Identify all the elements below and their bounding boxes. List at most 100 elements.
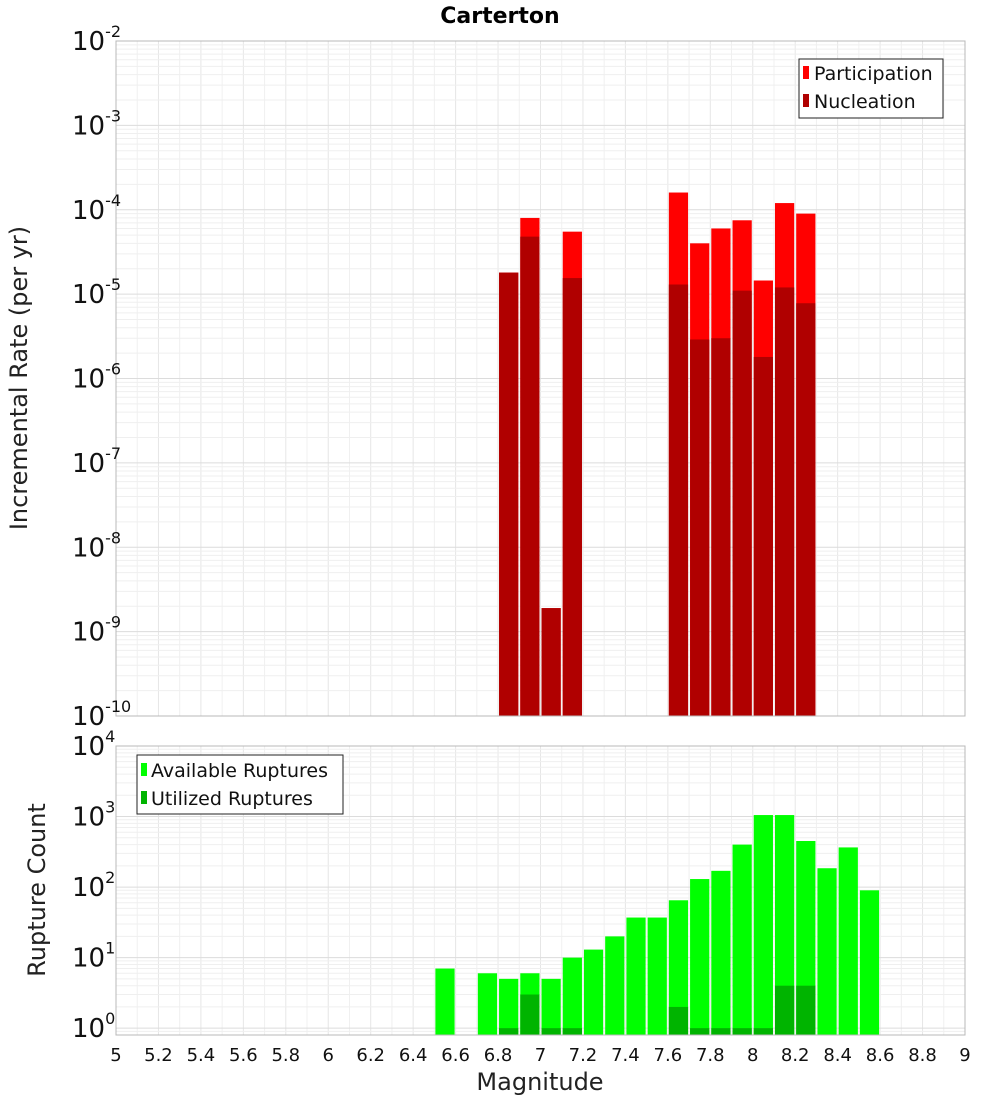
utilized-ruptures-bar — [520, 994, 540, 1035]
count-y-ticks: 104 103 102 101 100 — [72, 727, 115, 1044]
y-tick-label: 10-10 — [72, 697, 131, 732]
utilized-ruptures-bar — [690, 1028, 710, 1035]
nucleation-bar — [732, 290, 752, 716]
nucleation-bar — [753, 356, 773, 716]
rate-bars — [499, 192, 816, 717]
x-tick-label: 6 — [323, 1045, 334, 1066]
chart-title: Carterton — [440, 4, 559, 29]
utilized-ruptures-bar — [753, 1028, 773, 1035]
y-tick-label: 101 — [72, 939, 115, 974]
count-y-axis-label: Rupture Count — [23, 803, 51, 977]
nucleation-bar — [668, 284, 689, 716]
y-tick-label: 10-8 — [72, 528, 121, 563]
x-tick-label: 7.8 — [696, 1045, 725, 1066]
available-ruptures-legend-swatch — [141, 763, 147, 776]
x-tick-label: 6.2 — [356, 1045, 385, 1066]
nucleation-bar — [711, 338, 731, 716]
available-ruptures-bar — [583, 949, 604, 1035]
available-ruptures-bar — [435, 968, 455, 1035]
utilized-ruptures-bar — [774, 985, 795, 1035]
participation-legend-label: Participation — [814, 63, 933, 85]
count-legend: Available Ruptures Utilized Ruptures — [136, 754, 344, 815]
x-tick-label: 9 — [959, 1045, 970, 1066]
available-ruptures-bar — [668, 900, 689, 1035]
x-tick-label: 7 — [535, 1045, 546, 1066]
y-tick-label: 10-4 — [72, 191, 121, 226]
available-ruptures-bar — [817, 868, 837, 1035]
utilized-ruptures-legend-swatch — [141, 791, 147, 804]
available-ruptures-bar — [711, 870, 731, 1035]
count-panel: 104 103 102 101 100 5 5.2 5.4 5.6 5.8 6 6.2 6.4 6.6 6… — [23, 727, 971, 1096]
x-tick-label: 6.6 — [441, 1045, 470, 1066]
utilized-ruptures-bar — [711, 1028, 731, 1035]
x-tick-label: 5.8 — [271, 1045, 300, 1066]
available-ruptures-bar — [647, 917, 667, 1035]
y-tick-label: 10-9 — [72, 613, 121, 648]
y-tick-label: 10-2 — [72, 22, 121, 57]
rate-y-axis-label: Incremental Rate (per yr) — [5, 226, 33, 530]
y-tick-label: 103 — [72, 798, 115, 833]
y-tick-label: 10-5 — [72, 275, 121, 310]
nucleation-bar — [499, 272, 519, 716]
nucleation-bar — [690, 339, 710, 716]
available-ruptures-bar — [859, 890, 880, 1035]
nucleation-bar — [774, 287, 795, 716]
x-axis-label: Magnitude — [476, 1068, 603, 1096]
available-ruptures-bar — [477, 973, 498, 1035]
available-ruptures-bar — [690, 879, 710, 1035]
x-tick-label: 6.8 — [484, 1045, 513, 1066]
nucleation-bar — [541, 608, 561, 716]
x-tick-label: 7.4 — [611, 1045, 640, 1066]
x-tick-label: 5 — [110, 1045, 121, 1066]
x-tick-label: 8.6 — [866, 1045, 895, 1066]
available-ruptures-bar — [605, 936, 625, 1035]
y-tick-label: 104 — [72, 727, 115, 762]
count-legend-box — [136, 754, 344, 815]
rate-y-ticks: 10-2 10-3 10-4 10-5 10-6 10-7 10-8 10-9 10-10 — [72, 22, 131, 732]
x-tick-label: 8.8 — [908, 1045, 937, 1066]
x-tick-label: 7.2 — [569, 1045, 598, 1066]
available-ruptures-bar — [499, 978, 519, 1035]
available-ruptures-bar — [774, 815, 795, 1035]
available-ruptures-bar — [626, 917, 646, 1035]
utilized-ruptures-bar — [499, 1028, 519, 1035]
x-tick-label: 8 — [747, 1045, 758, 1066]
rate-panel: 10-2 10-3 10-4 10-5 10-6 10-7 10-8 10-9 10-10 In… — [5, 22, 966, 732]
nucleation-legend-label: Nucleation — [814, 91, 916, 113]
y-tick-label: 102 — [72, 868, 115, 903]
y-tick-label: 10-7 — [72, 444, 121, 479]
utilized-ruptures-bar — [562, 1028, 582, 1035]
utilized-ruptures-bar — [668, 1006, 689, 1035]
x-tick-label: 7.6 — [654, 1045, 683, 1066]
nucleation-bar — [562, 278, 582, 716]
available-ruptures-bar — [732, 844, 752, 1035]
nucleation-bar — [796, 303, 816, 716]
y-tick-label: 100 — [72, 1009, 115, 1044]
available-ruptures-bar — [541, 978, 561, 1035]
rate-legend: Participation Nucleation — [798, 58, 944, 119]
nucleation-bar — [520, 236, 540, 716]
y-tick-label: 10-6 — [72, 360, 121, 395]
utilized-ruptures-bar — [796, 985, 816, 1035]
available-ruptures-bar — [562, 957, 582, 1035]
available-ruptures-legend-label: Available Ruptures — [151, 760, 328, 782]
nucleation-legend-swatch — [803, 94, 809, 107]
utilized-ruptures-bar — [541, 1028, 561, 1035]
y-tick-label: 10-3 — [72, 106, 121, 141]
x-tick-label: 5.6 — [229, 1045, 258, 1066]
available-ruptures-bar — [753, 815, 773, 1035]
count-bars — [435, 815, 880, 1035]
rate-gridlines — [115, 41, 966, 717]
magnitude-x-ticks: 5 5.2 5.4 5.6 5.8 6 6.2 6.4 6.6 6.8 7 7.2 7.4 7.6 7.8 8… — [110, 1045, 970, 1066]
x-tick-label: 8.4 — [823, 1045, 852, 1066]
utilized-ruptures-bar — [732, 1028, 752, 1035]
rate-plot-frame — [115, 40, 966, 717]
x-tick-label: 5.4 — [187, 1045, 216, 1066]
x-tick-label: 5.2 — [144, 1045, 173, 1066]
available-ruptures-bar — [838, 847, 858, 1035]
x-tick-label: 8.2 — [781, 1045, 810, 1066]
x-tick-label: 6.4 — [399, 1045, 428, 1066]
rate-legend-box — [798, 58, 944, 119]
count-plot-frame — [115, 745, 966, 1036]
